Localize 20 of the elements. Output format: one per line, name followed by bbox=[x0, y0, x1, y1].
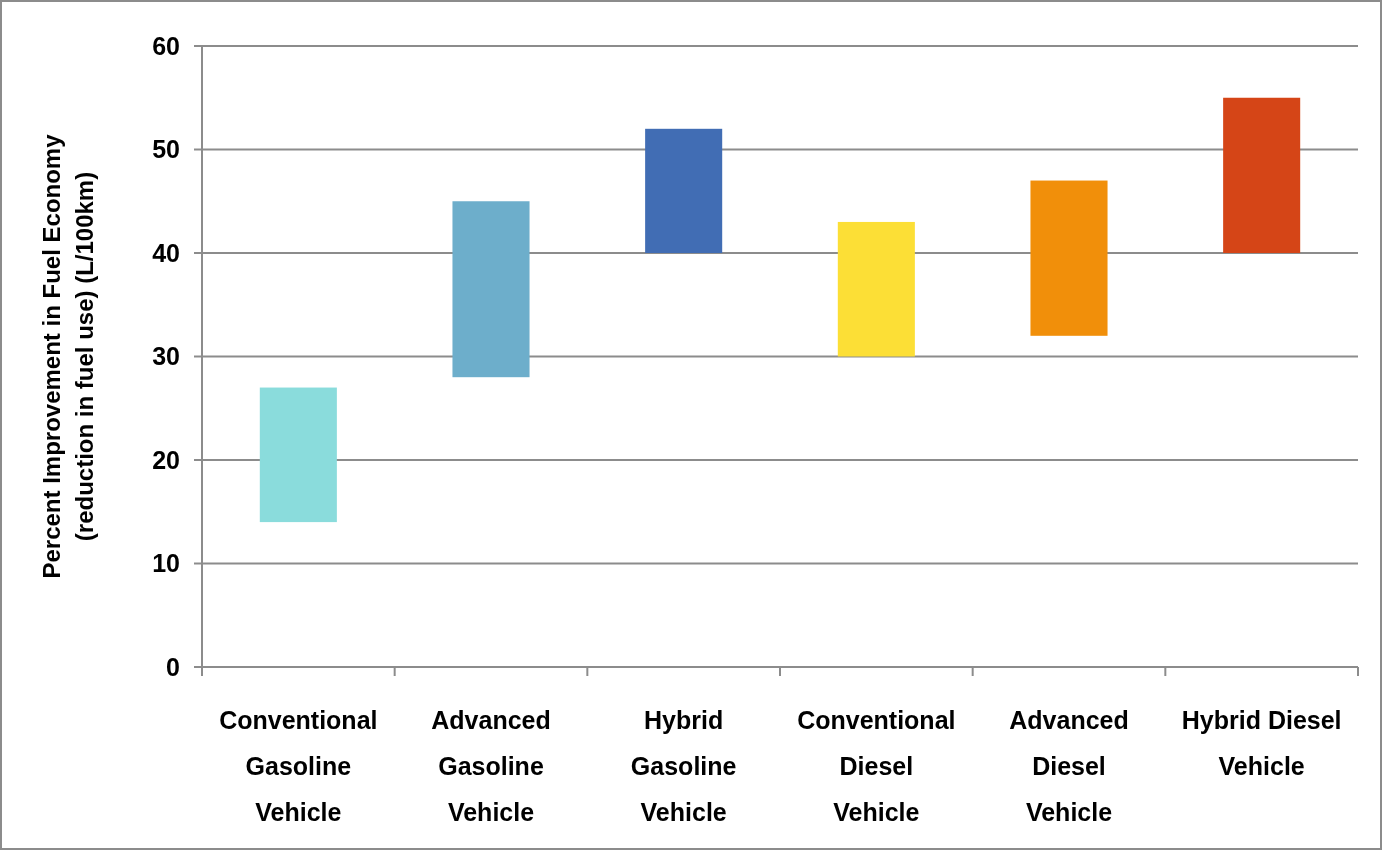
x-tick-label: Hybrid Diesel Vehicle bbox=[1181, 706, 1342, 780]
y-tick-label: 0 bbox=[166, 652, 180, 681]
bar bbox=[259, 387, 337, 523]
y-tick-label: 50 bbox=[152, 135, 180, 164]
x-tick-label: Advanced Gasoline Vehicle bbox=[431, 706, 551, 826]
y-tick-label: 60 bbox=[152, 31, 180, 60]
x-tick-label: Conventional Diesel Vehicle bbox=[797, 706, 956, 826]
y-tick-label: 30 bbox=[152, 342, 180, 371]
x-tick-label: Advanced Diesel Vehicle bbox=[1009, 706, 1129, 826]
y-tick-label: 10 bbox=[152, 549, 180, 578]
x-tick-label: Conventional Gasoline Vehicle bbox=[219, 706, 378, 826]
bar bbox=[452, 201, 530, 378]
x-tick-label: Hybrid Gasoline Vehicle bbox=[630, 706, 737, 826]
y-axis-title: Percent Improvement in Fuel Economy (reduction in fuel use) (L/100km) bbox=[38, 133, 98, 579]
bar bbox=[1223, 97, 1301, 253]
y-tick-label: 20 bbox=[152, 445, 180, 474]
y-tick-label: 40 bbox=[152, 238, 180, 267]
bar bbox=[837, 221, 915, 357]
bar bbox=[645, 128, 723, 253]
bar bbox=[1030, 180, 1108, 336]
